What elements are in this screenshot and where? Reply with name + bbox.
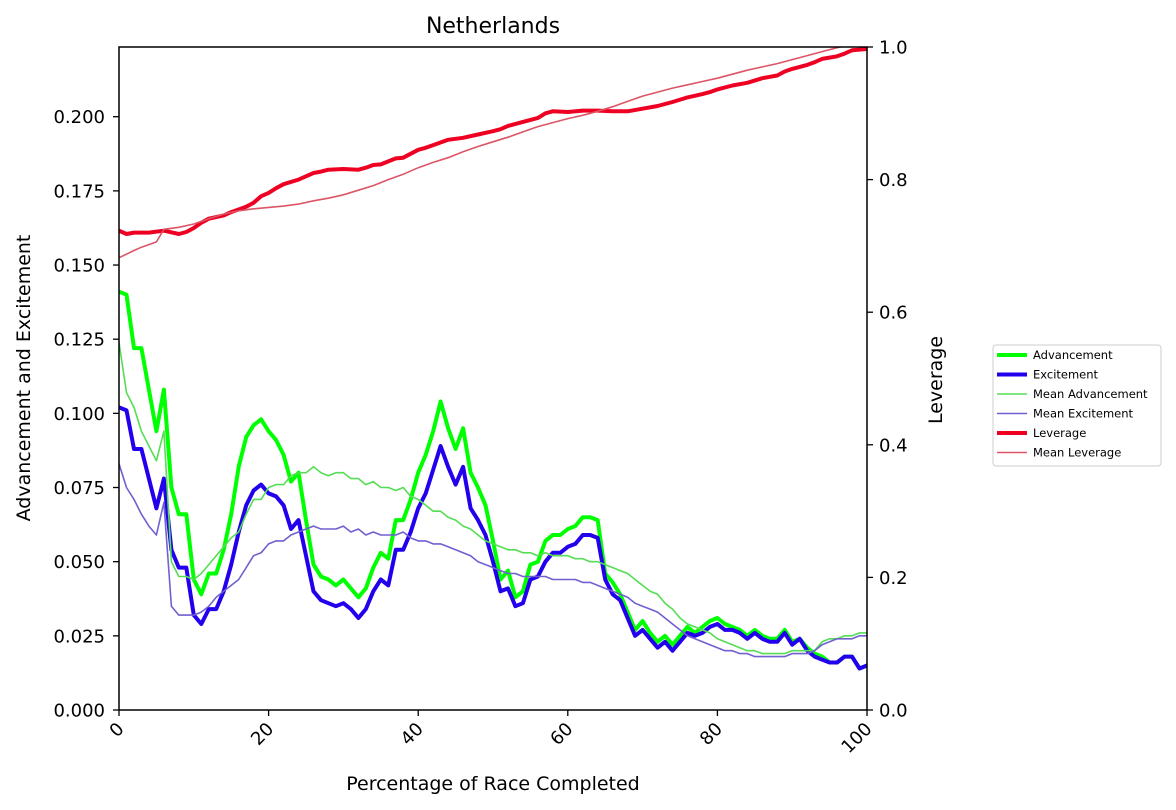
series-layer [119, 47, 867, 671]
y-left-tick-label: 0.125 [53, 330, 105, 351]
y-left-axis-label: Advancement and Excitement [13, 235, 35, 522]
y-right-tick-label: 0.4 [879, 435, 908, 456]
y-left-tick-label: 0.025 [53, 626, 105, 647]
legend-label-mean-excitement: Mean Excitement [1033, 407, 1134, 421]
legend-box [992, 344, 1162, 467]
series-line-mean-advancement [119, 341, 867, 655]
y-left-tick-label: 0.050 [53, 552, 105, 573]
legend-label-leverage: Leverage [1033, 426, 1086, 440]
y-left-tick-label: 0.100 [53, 404, 105, 425]
y-right-tick-label: 0.2 [879, 568, 908, 589]
y-left-tick-label: 0.175 [53, 181, 105, 202]
series-line-excitement [119, 405, 867, 671]
y-left-tick-label: 0.150 [53, 256, 105, 277]
legend-label-mean-advancement: Mean Advancement [1033, 387, 1148, 401]
y-left-tick-label: 0.200 [53, 107, 105, 128]
legend-label-excitement: Excitement [1033, 368, 1099, 382]
series-line-mean-leverage [119, 47, 844, 259]
x-axis-label: Percentage of Race Completed [346, 773, 640, 795]
y-right-tick-label: 0.6 [879, 303, 908, 324]
y-right-axis-label: Leverage [925, 336, 947, 424]
y-right-tick-label: 1.0 [879, 38, 908, 59]
y-left-tick-label: 0.000 [53, 701, 105, 722]
legend-label-advancement: Advancement [1033, 348, 1113, 362]
series-line-advancement [119, 289, 867, 671]
chart-title: Netherlands [426, 14, 560, 39]
y-right-tick-label: 0.0 [879, 701, 908, 722]
legend: Advancement Excitement Mean Advancement Mea… [992, 344, 1162, 467]
plot-frame [118, 46, 868, 711]
series-line-leverage [119, 47, 867, 236]
y-left-tick-label: 0.075 [53, 478, 105, 499]
y-right-tick-label: 0.8 [879, 170, 908, 191]
legend-label-mean-leverage: Mean Leverage [1033, 446, 1121, 460]
series-line-mean-excitement [119, 462, 867, 658]
